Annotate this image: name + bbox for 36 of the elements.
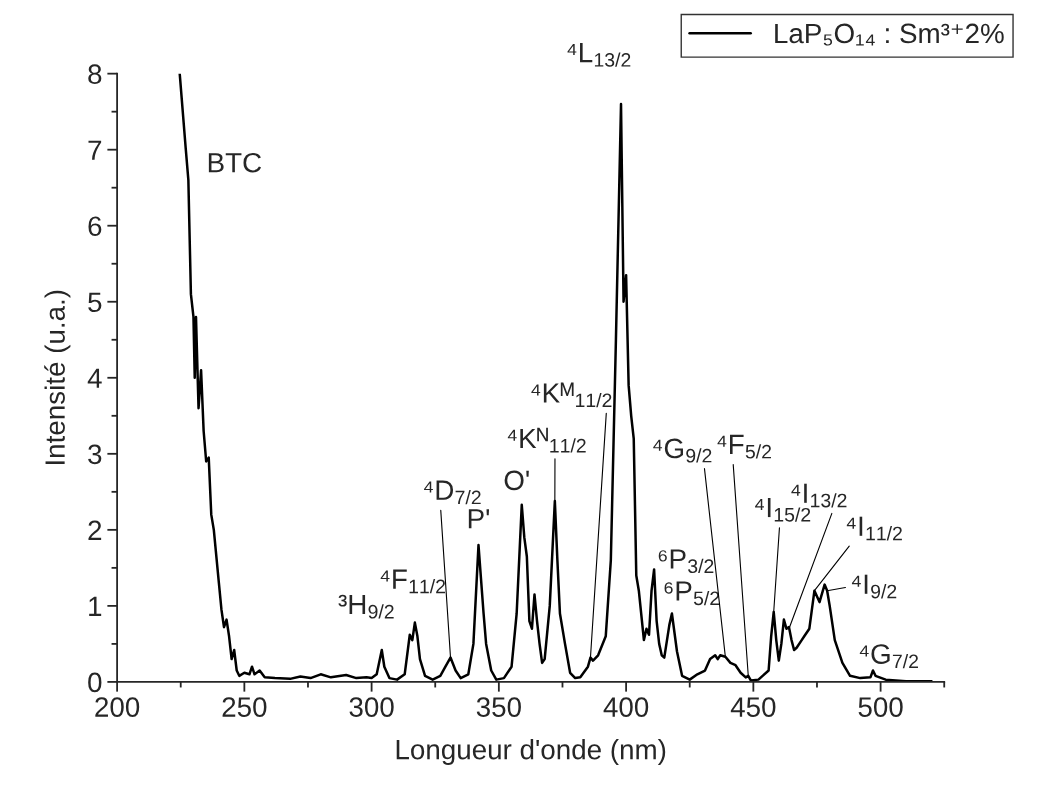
- y-axis-title: Intensité (u.a.): [44, 290, 71, 464]
- y-tick-label: 3: [88, 444, 102, 465]
- y-tick-label: 1: [89, 596, 102, 616]
- annotation: P': [468, 509, 490, 529]
- y-tick-label: 8: [88, 64, 102, 84]
- annotation: ⁶P$_{3/2}$: [658, 549, 714, 574]
- annotation: ⁴F$_{11/2}$: [380, 569, 446, 594]
- x-tick-label: 300: [349, 697, 394, 717]
- annotation: ⁴D$_{7/2}$: [424, 480, 481, 505]
- annotation: ⁴L$_{13/2}$: [567, 43, 631, 67]
- y-tick-label: 2: [88, 520, 102, 540]
- x-tick-label: 500: [858, 697, 903, 717]
- y-tick-label: 7: [88, 140, 102, 160]
- x-tick-label: 400: [603, 697, 649, 717]
- annotation: ⁶P$_{5/2}$: [664, 581, 720, 606]
- annotation: BTC: [208, 152, 262, 173]
- y-tick-label: 0: [88, 672, 102, 693]
- annotation: ⁴G$_{9/2}$: [653, 438, 712, 463]
- line-series: [178, 73, 933, 682]
- x-tick-label: 200: [95, 697, 140, 717]
- legend-label: LaP₅O₁₄ : Sm³⁺2%: [775, 23, 1004, 46]
- x-tick-label: 250: [222, 697, 267, 717]
- annotation: O': [504, 470, 529, 491]
- x-axis-title: Longueur d'onde (nm): [396, 739, 666, 765]
- y-tick-label: 4: [87, 368, 102, 388]
- annotation: ⁴G$_{7/2}$: [859, 644, 918, 669]
- x-tick-label: 450: [730, 697, 776, 717]
- annotation: ⁴Kᴹ$_{11/2}$: [531, 382, 612, 408]
- y-tick-label: 6: [88, 216, 102, 237]
- annotation: ⁴Kᴺ$_{11/2}$: [507, 427, 586, 453]
- annotation: ³H$_{9/2}$: [338, 594, 394, 619]
- annotation: ⁴I$_{9/2}$: [851, 574, 897, 599]
- y-tick-label: 5: [88, 292, 102, 313]
- x-tick-label: 350: [476, 697, 521, 717]
- annotation: ⁴I$_{11/2}$: [846, 516, 902, 541]
- annotation: ⁴F$_{5/2}$: [717, 434, 771, 459]
